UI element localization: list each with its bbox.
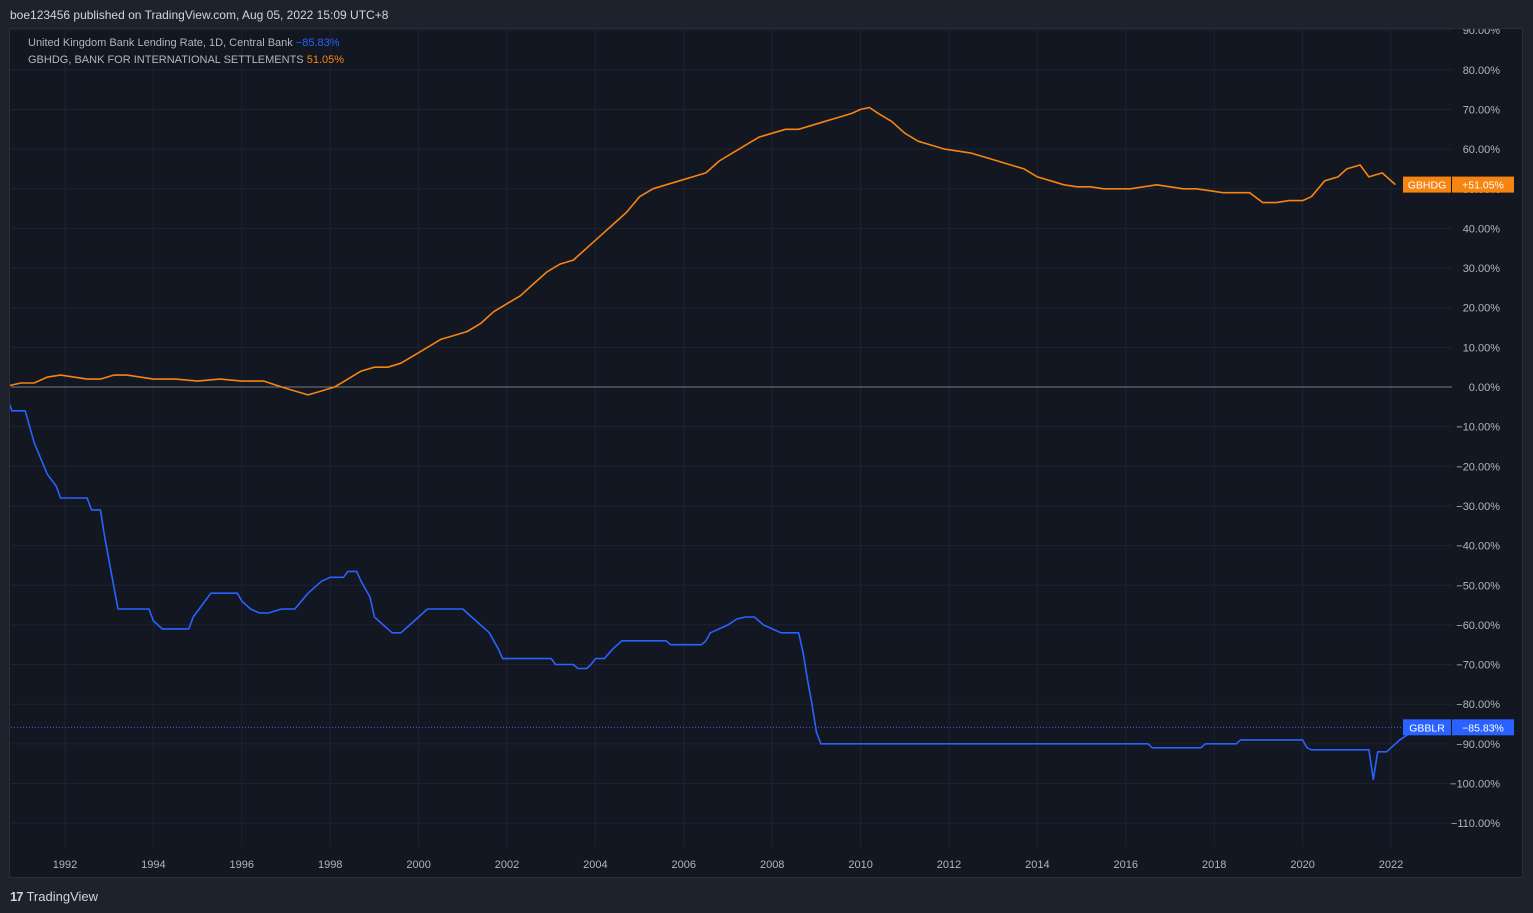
y-tick-label: 90.00% bbox=[1463, 29, 1501, 37]
legend-value: 51.05% bbox=[306, 54, 345, 66]
badge-value: +51.05% bbox=[1462, 180, 1504, 192]
y-tick-label: 70.00% bbox=[1463, 104, 1501, 116]
x-tick-label: 2008 bbox=[760, 859, 784, 871]
x-tick-label: 2014 bbox=[1025, 859, 1049, 871]
price-badge-gbhdg: GBHDG +51.05% bbox=[1403, 176, 1514, 193]
x-tick-label: 2020 bbox=[1290, 859, 1314, 871]
y-tick-label: −80.00% bbox=[1456, 699, 1500, 711]
legend-value: −85.83% bbox=[295, 37, 340, 49]
y-tick-label: −50.00% bbox=[1456, 580, 1500, 592]
x-tick-label: 2006 bbox=[672, 859, 696, 871]
y-tick-label: −110.00% bbox=[1451, 818, 1500, 830]
brand[interactable]: 17 TradingView bbox=[10, 889, 98, 904]
badge-label: GBBLR bbox=[1409, 722, 1445, 734]
x-tick-label: 2002 bbox=[495, 859, 519, 871]
series-layer bbox=[10, 106, 1418, 781]
x-tick-label: 2004 bbox=[583, 859, 607, 871]
y-tick-label: −20.00% bbox=[1456, 461, 1500, 473]
chart-frame[interactable]: 90.00%80.00%70.00%60.00%50.00%40.00%30.0… bbox=[9, 28, 1523, 878]
x-tick-label: 1996 bbox=[230, 859, 254, 871]
zero-line bbox=[11, 386, 1452, 728]
badge-value: −85.83% bbox=[1462, 722, 1504, 734]
y-tick-label: −60.00% bbox=[1456, 620, 1500, 632]
y-axis: 90.00%80.00%70.00%60.00%50.00%40.00%30.0… bbox=[1450, 29, 1500, 830]
brand-name: TradingView bbox=[26, 889, 99, 904]
y-tick-label: −30.00% bbox=[1456, 501, 1500, 513]
x-tick-label: 2000 bbox=[406, 859, 430, 871]
legend-name: GBHDG, BANK FOR INTERNATIONAL SETTLEMENT… bbox=[28, 54, 304, 66]
y-tick-label: −90.00% bbox=[1456, 739, 1500, 751]
legend-row-gbhdg[interactable]: GBHDG, BANK FOR INTERNATIONAL SETTLEMENT… bbox=[28, 54, 344, 66]
y-tick-label: 10.00% bbox=[1463, 342, 1501, 354]
y-tick-label: −100.00% bbox=[1450, 779, 1500, 791]
series-line-gbhdg bbox=[10, 106, 1396, 396]
legend-row-gbblr[interactable]: United Kingdom Bank Lending Rate, 1D, Ce… bbox=[28, 37, 340, 49]
y-tick-label: 80.00% bbox=[1463, 65, 1501, 77]
tradingview-logo-icon: 17 bbox=[10, 889, 24, 904]
y-tick-label: 40.00% bbox=[1463, 223, 1501, 235]
x-tick-label: 1998 bbox=[318, 859, 342, 871]
x-tick-label: 1992 bbox=[53, 859, 77, 871]
y-tick-label: 60.00% bbox=[1463, 144, 1501, 156]
y-tick-label: −10.00% bbox=[1456, 422, 1500, 434]
publish-info: boe123456 published on TradingView.com, … bbox=[10, 8, 389, 22]
chart-canvas[interactable]: 90.00%80.00%70.00%60.00%50.00%40.00%30.0… bbox=[10, 29, 1522, 877]
price-badge-gbblr: GBBLR −85.83% bbox=[1403, 719, 1514, 736]
badge-label: GBHDG bbox=[1408, 180, 1447, 192]
y-tick-label: 30.00% bbox=[1463, 263, 1501, 275]
x-tick-label: 1994 bbox=[141, 859, 165, 871]
y-tick-label: 20.00% bbox=[1463, 303, 1501, 315]
bottom-bar: 17 TradingView bbox=[0, 880, 1533, 913]
x-tick-label: 2010 bbox=[848, 859, 872, 871]
x-axis: 1992 1994 1996 1998 2000 2002 2004 2006 2008 2010… bbox=[53, 859, 1403, 871]
top-bar: boe123456 published on TradingView.com, … bbox=[0, 0, 1533, 28]
y-tick-label: −40.00% bbox=[1456, 541, 1500, 553]
x-tick-label: 2016 bbox=[1114, 859, 1138, 871]
y-tick-label: −70.00% bbox=[1456, 660, 1500, 672]
price-badges: GBHDG +51.05% GBBLR −85.83% bbox=[1403, 176, 1514, 736]
x-tick-label: 2012 bbox=[937, 859, 961, 871]
y-tick-label: 0.00% bbox=[1469, 382, 1500, 394]
x-tick-label: 2022 bbox=[1379, 859, 1403, 871]
legend-name: United Kingdom Bank Lending Rate, 1D, Ce… bbox=[28, 37, 293, 49]
x-tick-label: 2018 bbox=[1202, 859, 1226, 871]
grid bbox=[11, 29, 1452, 847]
series-line-gbblr bbox=[10, 403, 1418, 781]
